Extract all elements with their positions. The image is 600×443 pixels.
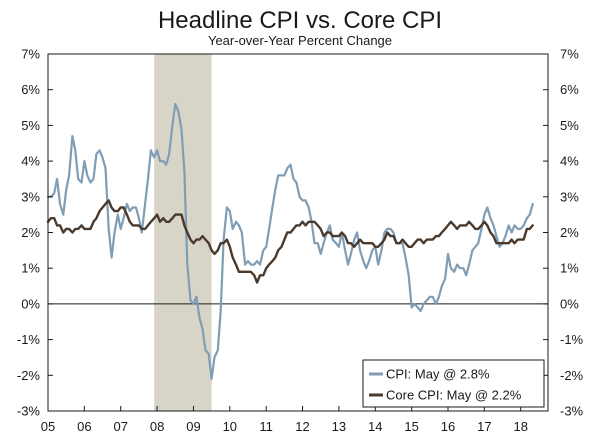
legend-label-core-cpi: Core CPI: May @ 2.2%	[386, 388, 522, 403]
y-tick-label-right: 7%	[560, 47, 579, 62]
series-line-cpi	[46, 102, 534, 380]
y-tick-label-left: 6%	[21, 82, 40, 97]
y-tick-label-right: 0%	[560, 296, 579, 311]
y-tick-label-left: 5%	[21, 118, 40, 133]
x-tick-label: 05	[41, 419, 55, 434]
x-tick-label: 09	[186, 419, 200, 434]
y-tick-label-right: -1%	[560, 332, 584, 347]
x-tick-label: 10	[223, 419, 237, 434]
x-tick-label: 18	[513, 419, 527, 434]
chart-title: Headline CPI vs. Core CPI	[158, 7, 442, 34]
x-tick-label: 13	[332, 419, 346, 434]
plot-area	[48, 54, 548, 411]
y-tick-label-left: 4%	[21, 154, 40, 169]
x-tick-label: 07	[113, 419, 127, 434]
legend-label-cpi: CPI: May @ 2.8%	[386, 367, 490, 382]
y-tick-label-left: 0%	[21, 296, 40, 311]
y-tick-label-right: 6%	[560, 82, 579, 97]
y-tick-label-left: 1%	[21, 261, 40, 276]
axis-layer: 7% 7% 6% 6% 5% 5% 4% 4% 3% 3% 2% 2% 1% 1% 0% 0% -1% -1% -2…	[17, 47, 584, 435]
y-tick-label-left: -2%	[17, 368, 41, 383]
x-tick-label: 16	[441, 419, 455, 434]
y-tick-label-right: 4%	[560, 154, 579, 169]
recession-shading	[154, 54, 212, 411]
x-tick-label: 14	[368, 419, 382, 434]
y-tick-label-right: 1%	[560, 261, 579, 276]
x-tick-label: 12	[295, 419, 309, 434]
chart-subtitle: Year-over-Year Percent Change	[208, 33, 392, 48]
x-tick-label: 15	[404, 419, 418, 434]
legend: CPI: May @ 2.8% Core CPI: May @ 2.2%	[362, 359, 545, 408]
y-tick-label-left: -1%	[17, 332, 41, 347]
y-tick-label-right: 2%	[560, 225, 579, 240]
legend-box	[362, 359, 545, 408]
y-tick-label-right: -2%	[560, 368, 584, 383]
series-line-core-cpi	[46, 199, 534, 284]
x-tick-label: 17	[477, 419, 491, 434]
series-layer	[46, 102, 534, 380]
y-tick-label-left: 3%	[21, 189, 40, 204]
y-tick-label-right: 3%	[560, 189, 579, 204]
x-tick-label: 06	[77, 419, 91, 434]
y-tick-label-right: -3%	[560, 404, 584, 419]
x-tick-label: 11	[259, 419, 273, 434]
y-tick-label-left: 2%	[21, 225, 40, 240]
x-tick-label: 08	[150, 419, 164, 434]
y-tick-label-left: -3%	[17, 404, 41, 419]
y-tick-label-left: 7%	[21, 47, 40, 62]
y-tick-label-right: 5%	[560, 118, 579, 133]
